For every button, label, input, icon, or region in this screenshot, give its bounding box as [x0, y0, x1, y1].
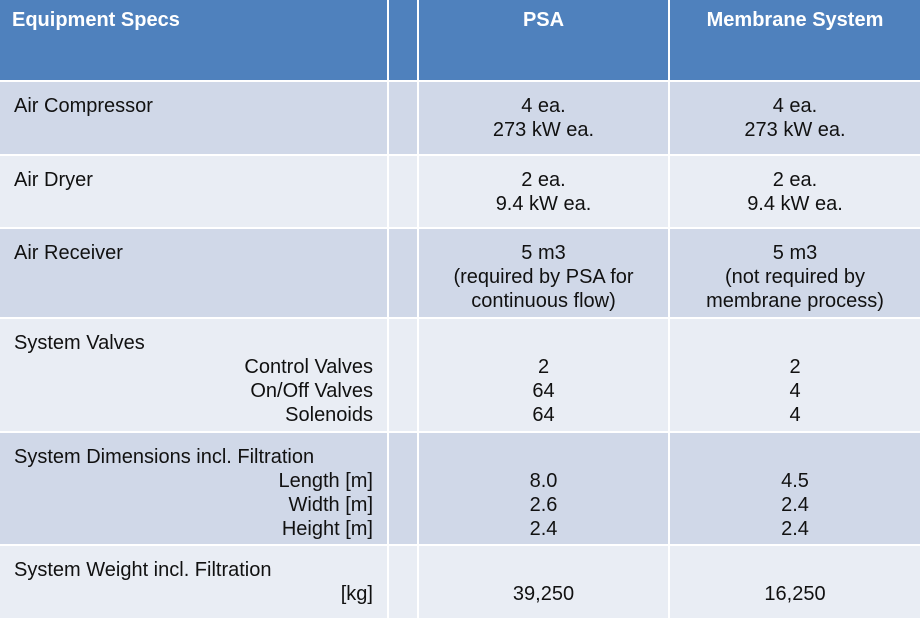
spacer-cell — [389, 229, 419, 319]
row-label: System Valves — [14, 332, 145, 354]
psa-cell: 39,250 — [419, 546, 670, 620]
membrane-value: (not required by — [724, 266, 866, 288]
psa-value: 64 — [532, 380, 555, 402]
membrane-value: 2 — [789, 356, 801, 378]
psa-value: 39,250 — [512, 583, 575, 605]
header-spacer — [389, 0, 419, 82]
membrane-value: 16,250 — [764, 583, 826, 605]
row-label: System Dimensions incl. Filtration — [14, 446, 315, 468]
sub-item-label: Width [m] — [288, 494, 373, 516]
spacer-cell — [389, 546, 419, 620]
psa-value: 9.4 kW ea. — [495, 193, 592, 215]
psa-value: 8.0 — [529, 470, 558, 492]
row-label: Air Dryer — [0, 156, 389, 229]
membrane-value: 5 m3 — [772, 242, 818, 264]
psa-value: 2.4 — [529, 518, 558, 540]
table-row-air-compressor: Air Compressor 4 ea. 273 kW ea. 4 ea. 27… — [0, 82, 920, 156]
psa-value: 4 ea. — [521, 95, 566, 117]
psa-cell: 8.0 2.6 2.4 — [419, 433, 670, 546]
membrane-cell: 2 4 4 — [670, 319, 920, 433]
psa-cell: 2 ea. 9.4 kW ea. — [419, 156, 670, 229]
psa-value: 2 — [537, 356, 550, 378]
sub-item-label: Length [m] — [278, 470, 373, 492]
membrane-value: 9.4 kW ea. — [747, 193, 843, 215]
spacer-cell — [389, 156, 419, 229]
psa-value: (required by PSA for — [453, 266, 634, 288]
spacer-cell — [389, 319, 419, 433]
psa-value: 64 — [532, 404, 555, 426]
row-label: Air Receiver — [0, 229, 389, 319]
psa-cell: 4 ea. 273 kW ea. — [419, 82, 670, 156]
header-membrane-system: Membrane System — [670, 0, 920, 82]
psa-value: 2 ea. — [521, 169, 566, 191]
membrane-value: 273 kW ea. — [744, 119, 846, 141]
membrane-value: 2.4 — [781, 494, 809, 516]
table-row-air-receiver: Air Receiver 5 m3 (required by PSA for c… — [0, 229, 920, 319]
psa-value: 2.6 — [529, 494, 558, 516]
row-label-cell: System Valves Control Valves On/Off Valv… — [0, 319, 389, 433]
row-label-cell: System Dimensions incl. Filtration Lengt… — [0, 433, 389, 546]
sub-item-label: [kg] — [340, 583, 373, 605]
psa-cell: 5 m3 (required by PSA for continuous flo… — [419, 229, 670, 319]
membrane-value: 2.4 — [781, 518, 809, 540]
membrane-cell: 2 ea. 9.4 kW ea. — [670, 156, 920, 229]
membrane-value: 4 — [789, 404, 801, 426]
psa-value: 273 kW ea. — [492, 119, 595, 141]
sub-item-label: Control Valves — [244, 356, 373, 378]
row-label: System Weight incl. Filtration — [14, 559, 272, 581]
spacer-cell — [389, 433, 419, 546]
sub-item-label: On/Off Valves — [250, 380, 373, 402]
table-header-row: Equipment Specs PSA Membrane System — [0, 0, 920, 82]
table-row-system-weight: System Weight incl. Filtration [kg] 39,2… — [0, 546, 920, 620]
psa-value: 5 m3 — [521, 242, 566, 264]
membrane-value: membrane process) — [706, 290, 884, 312]
membrane-cell: 4 ea. 273 kW ea. — [670, 82, 920, 156]
membrane-value: 4 — [789, 380, 801, 402]
table-row-system-valves: System Valves Control Valves On/Off Valv… — [0, 319, 920, 433]
membrane-cell: 16,250 — [670, 546, 920, 620]
row-label-cell: System Weight incl. Filtration [kg] — [0, 546, 389, 620]
header-psa: PSA — [419, 0, 670, 82]
spacer-cell — [389, 82, 419, 156]
membrane-value: 4 ea. — [772, 95, 818, 117]
row-label: Air Compressor — [0, 82, 389, 156]
sub-item-label: Solenoids — [285, 404, 373, 426]
table-row-system-dimensions: System Dimensions incl. Filtration Lengt… — [0, 433, 920, 546]
table-row-air-dryer: Air Dryer 2 ea. 9.4 kW ea. 2 ea. 9.4 kW … — [0, 156, 920, 229]
psa-cell: 2 64 64 — [419, 319, 670, 433]
membrane-cell: 4.5 2.4 2.4 — [670, 433, 920, 546]
header-equipment-specs: Equipment Specs — [0, 0, 389, 82]
membrane-value: 4.5 — [781, 470, 809, 492]
membrane-cell: 5 m3 (not required by membrane process) — [670, 229, 920, 319]
psa-value: continuous flow) — [471, 290, 616, 312]
membrane-value: 2 ea. — [772, 169, 818, 191]
sub-item-label: Height [m] — [281, 518, 373, 540]
